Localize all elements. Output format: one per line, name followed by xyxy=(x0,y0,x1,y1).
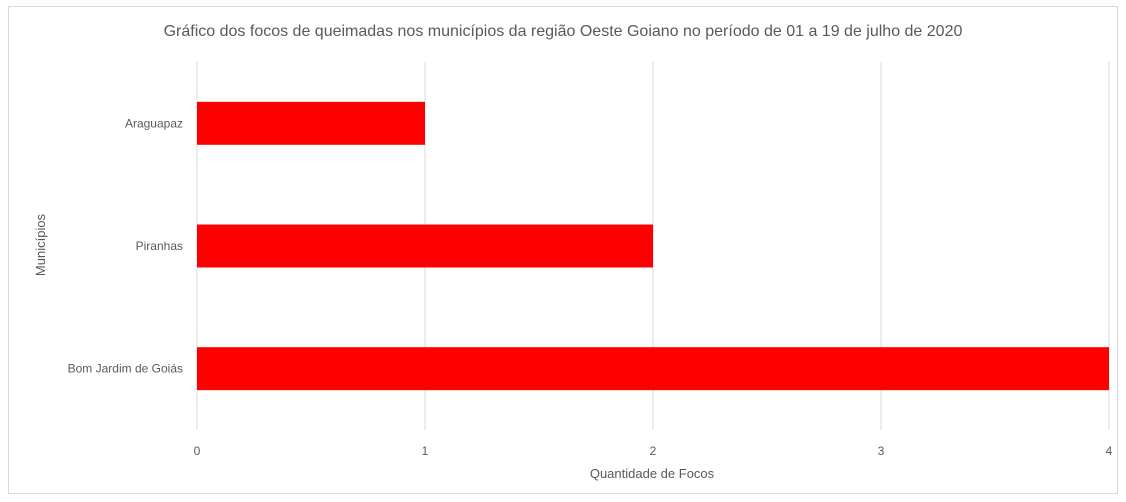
bar xyxy=(197,347,1109,391)
y-axis-label: Municípios xyxy=(33,213,48,276)
bars xyxy=(197,101,1109,391)
x-tick-label: 4 xyxy=(1106,444,1113,458)
bar xyxy=(197,224,653,268)
category-label: Piranhas xyxy=(136,239,183,253)
x-axis-label: Quantidade de Focos xyxy=(590,466,715,481)
bar xyxy=(197,101,425,145)
x-tick-label: 1 xyxy=(422,444,429,458)
x-tick-label: 0 xyxy=(194,444,201,458)
x-tick-label: 3 xyxy=(878,444,885,458)
x-tick-label: 2 xyxy=(650,444,657,458)
chart-title: Gráfico dos focos de queimadas nos munic… xyxy=(164,23,963,40)
category-labels: Bom Jardim de Goiás Piranhas Araguapaz xyxy=(68,116,183,375)
category-label: Bom Jardim de Goiás xyxy=(68,362,183,376)
x-tick-labels: 0 1 2 3 4 xyxy=(194,444,1113,458)
category-label: Araguapaz xyxy=(125,116,183,130)
